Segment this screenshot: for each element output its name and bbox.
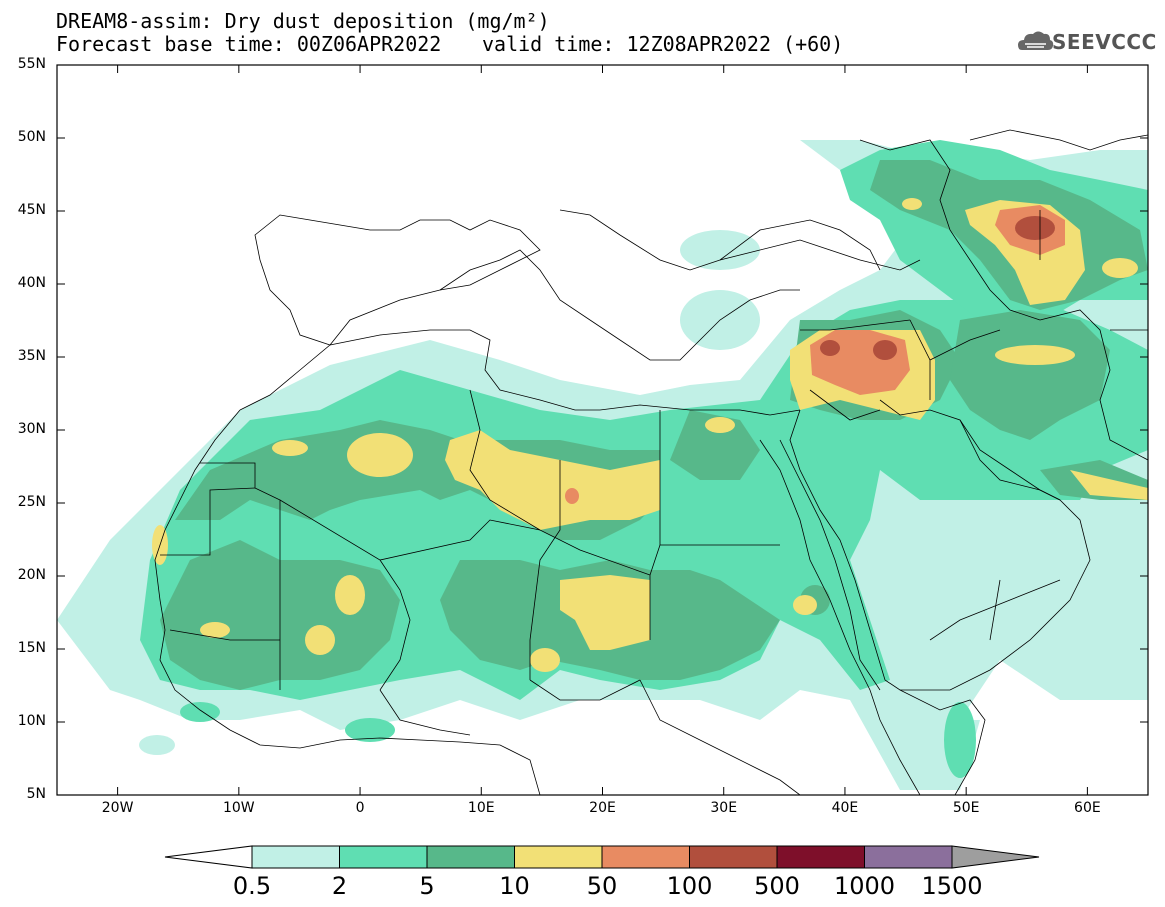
colorbar-label: 2 (331, 872, 348, 900)
lat-label: 30N (17, 421, 46, 437)
valid-time: valid time: 12Z08APR2022 (+60) (482, 32, 844, 56)
colorbar-label: 1000 (833, 872, 896, 900)
colorbar-segment (776, 845, 865, 869)
coastlines-and-borders (154, 129, 1148, 795)
colorbar-min-arrow (164, 845, 253, 869)
seevccc-logo-text: SEEVCCC (1052, 30, 1157, 54)
deposition-fields (57, 140, 1148, 790)
lat-label: 5N (26, 786, 46, 802)
colorbar (164, 845, 1040, 869)
colorbar-segment (251, 845, 340, 869)
colorbar-label: 50 (586, 872, 618, 900)
colorbar-segment (689, 845, 778, 869)
map-title: DREAM8-assim: Dry dust deposition (mg/m²… (56, 9, 550, 33)
lat-label: 15N (17, 640, 46, 656)
colorbar-segment (601, 845, 690, 869)
lon-label: 40E (831, 800, 859, 816)
colorbar-segment (514, 845, 603, 869)
lat-label: 50N (17, 129, 46, 145)
colorbar-label: 0.5 (232, 872, 272, 900)
deposition-level-100 (820, 216, 1055, 360)
colorbar-segment (864, 845, 953, 869)
colorbar-label: 10 (499, 872, 530, 900)
lat-label: 10N (17, 713, 46, 729)
forecast-base-time: Forecast base time: 00Z06APR2022 (56, 32, 442, 56)
lon-label: 0 (355, 800, 365, 816)
axis-ticks (57, 64, 1148, 796)
colorbar-segment (426, 845, 515, 869)
lon-label: 60E (1074, 800, 1101, 816)
colorbar-segment (339, 845, 428, 869)
lon-label: 30E (710, 800, 738, 816)
colorbar-label: 1500 (921, 872, 983, 900)
lat-label: 20N (17, 567, 46, 583)
lat-label: 40N (17, 275, 46, 291)
colorbar-max-arrow (951, 845, 1040, 869)
lat-label: 55N (17, 56, 46, 72)
lon-label: 10E (467, 800, 495, 816)
lon-label: 20W (101, 800, 134, 816)
lon-label: 10W (222, 800, 255, 816)
cloud-logo-icon (1018, 31, 1054, 50)
colorbar-label: 500 (754, 872, 800, 900)
lat-label: 35N (17, 348, 46, 364)
lon-label: 50E (952, 800, 980, 816)
colorbar-label: 100 (666, 872, 713, 900)
lat-label: 45N (17, 202, 46, 218)
lon-label: 20E (589, 800, 616, 816)
colorbar-label: 5 (419, 872, 435, 900)
lat-label: 25N (17, 494, 46, 510)
